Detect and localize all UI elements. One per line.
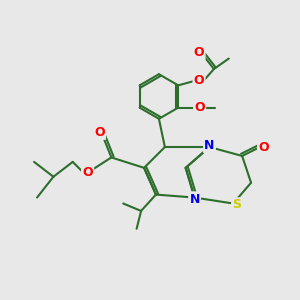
Text: O: O xyxy=(82,166,93,179)
Text: N: N xyxy=(189,193,200,206)
Text: O: O xyxy=(94,126,105,139)
Text: O: O xyxy=(194,74,204,87)
Text: N: N xyxy=(204,139,214,152)
Text: S: S xyxy=(232,199,241,212)
Text: O: O xyxy=(258,140,269,154)
Text: O: O xyxy=(194,101,205,114)
Text: O: O xyxy=(194,46,204,59)
